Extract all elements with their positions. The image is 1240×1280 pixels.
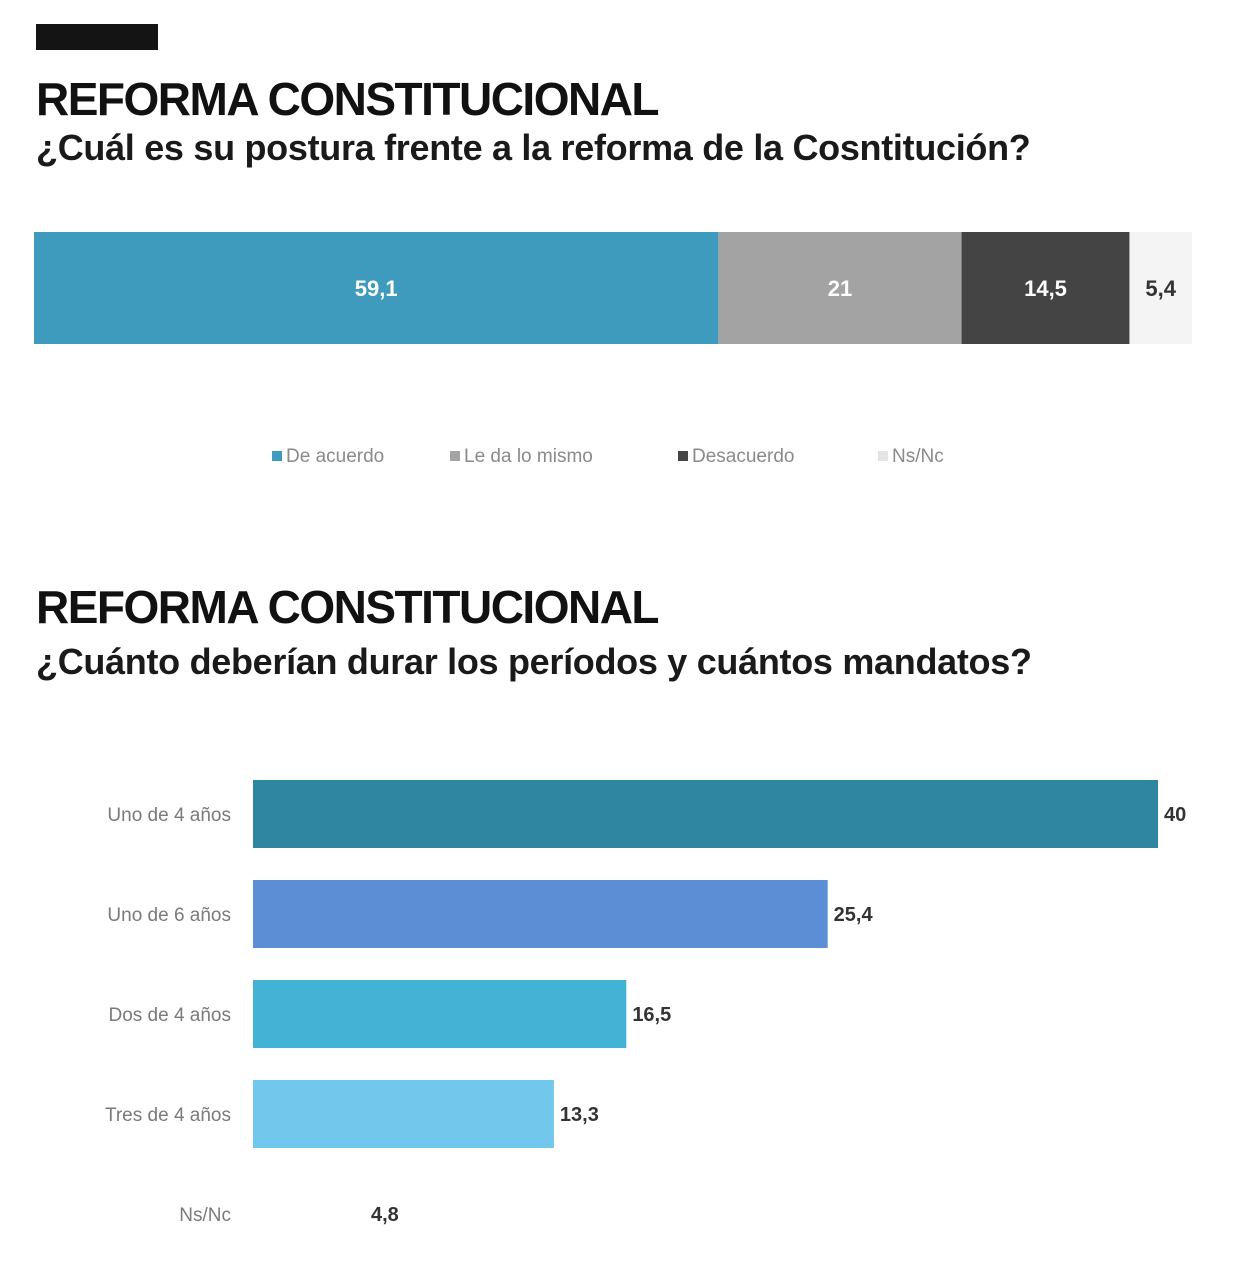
value-label: 40 (1164, 804, 1186, 826)
section1-subtitle: ¿Cuál es su postura frente a la reforma … (36, 127, 1031, 168)
value-label: 13,3 (560, 1104, 599, 1126)
section2-title: REFORMA CONSTITUCIONAL (36, 581, 660, 633)
bar-segment-2 (718, 232, 962, 344)
section1-title: REFORMA CONSTITUCIONAL (36, 73, 660, 125)
category-label: Uno de 4 años (107, 805, 231, 826)
segment-value-label: 5,4 (1145, 276, 1176, 301)
bar-segment-3 (961, 232, 1130, 344)
bar (253, 780, 1158, 848)
chart-legend: De acuerdo Le da lo mismo Desacuerdo Ns/Nc (272, 446, 944, 467)
legend-swatch (272, 451, 282, 461)
legend-swatch (678, 451, 688, 461)
value-label: 4,8 (371, 1204, 399, 1226)
bar (253, 1080, 554, 1148)
legend-label: De acuerdo (286, 446, 384, 467)
horizontal-bar-chart: Uno de 4 años 40 Uno de 6 años 25,4 Dos de 4… (105, 780, 1186, 1248)
value-label: 25,4 (834, 904, 874, 926)
bar-segment-4 (1129, 232, 1192, 344)
segment-value-label: 59,1 (355, 276, 398, 301)
bar (253, 980, 627, 1048)
legend-label: Ns/Nc (892, 446, 944, 467)
header-accent-bar (36, 24, 158, 50)
value-label: 16,5 (632, 1004, 671, 1026)
section2-subtitle: ¿Cuánto deberían durar los períodos y cu… (36, 641, 1032, 682)
category-label: Dos de 4 años (108, 1005, 231, 1026)
segment-value-label: 21 (828, 276, 852, 301)
legend-swatch (450, 451, 460, 461)
category-label: Uno de 6 años (107, 905, 231, 926)
legend-label: Desacuerdo (692, 446, 794, 467)
bar (253, 880, 828, 948)
bar-segment-1 (34, 232, 719, 344)
bar (253, 1180, 362, 1248)
category-label: Ns/Nc (179, 1205, 231, 1226)
category-label: Tres de 4 años (105, 1105, 231, 1126)
legend-label: Le da lo mismo (464, 446, 593, 467)
stacked-bar-chart: 59,1 21 14,5 5,4 De acuerdo Le da lo mismo Des… (34, 232, 1192, 467)
segment-value-label: 14,5 (1024, 276, 1067, 301)
legend-swatch (878, 451, 888, 461)
